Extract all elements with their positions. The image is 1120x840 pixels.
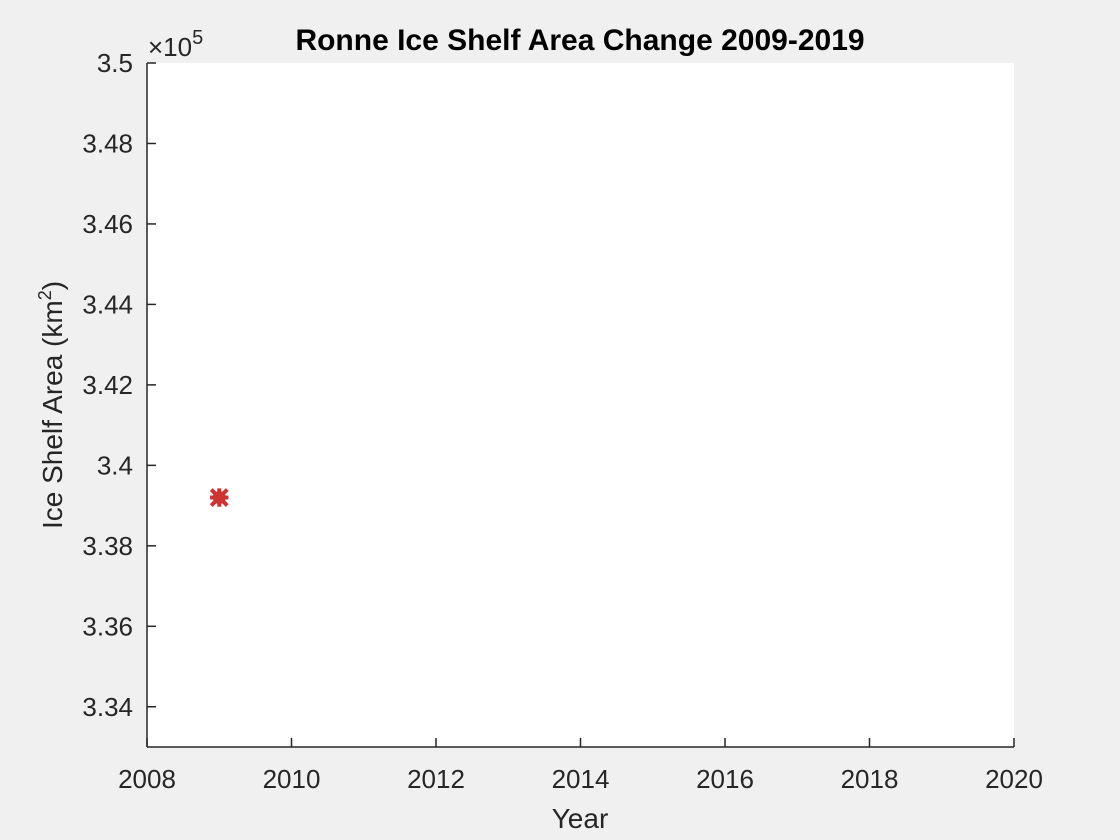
y-exponent-power: 5 bbox=[192, 27, 203, 49]
x-tick-label: 2008 bbox=[118, 764, 176, 794]
x-tick-label: 2014 bbox=[552, 764, 610, 794]
y-axis-label: Ice Shelf Area (km2) bbox=[35, 281, 68, 529]
chart-title: Ronne Ice Shelf Area Change 2009-2019 bbox=[295, 24, 864, 57]
plot-marks bbox=[209, 488, 229, 507]
x-tick-label: 2020 bbox=[985, 764, 1043, 794]
y-tick-label: 3.4 bbox=[97, 450, 133, 480]
x-tick-label: 2010 bbox=[263, 764, 321, 794]
x-tick-label: 2012 bbox=[407, 764, 465, 794]
x-tick-label: 2016 bbox=[696, 764, 754, 794]
y-axis-ticks: 3.34 3.36 3.38 3.4 3.42 3.44 3.46 3.48 3.5 bbox=[82, 48, 156, 722]
axes-background bbox=[147, 63, 1014, 747]
x-axis-label: Year bbox=[552, 803, 609, 834]
y-exponent-base: ×10 bbox=[148, 32, 192, 62]
y-tick-label: 3.48 bbox=[82, 128, 133, 158]
y-axis-label-close: ) bbox=[37, 281, 68, 290]
y-tick-label: 3.5 bbox=[97, 48, 133, 78]
data-point-core bbox=[213, 491, 226, 504]
y-tick-label: 3.42 bbox=[82, 370, 133, 400]
y-tick-label: 3.44 bbox=[82, 289, 133, 319]
y-tick-label: 3.46 bbox=[82, 209, 133, 239]
y-tick-label: 3.36 bbox=[82, 611, 133, 641]
x-tick-label: 2018 bbox=[841, 764, 899, 794]
y-axis-label-text: Ice Shelf Area (km bbox=[37, 300, 68, 529]
y-axis-label-superscript: 2 bbox=[35, 290, 55, 300]
y-axis-exponent: ×105 bbox=[148, 27, 203, 62]
data-point bbox=[209, 488, 229, 507]
x-axis-ticks: 2008 2010 2012 2014 2016 2018 2020 bbox=[118, 738, 1043, 794]
y-tick-label: 3.38 bbox=[82, 531, 133, 561]
y-tick-label: 3.34 bbox=[82, 692, 133, 722]
